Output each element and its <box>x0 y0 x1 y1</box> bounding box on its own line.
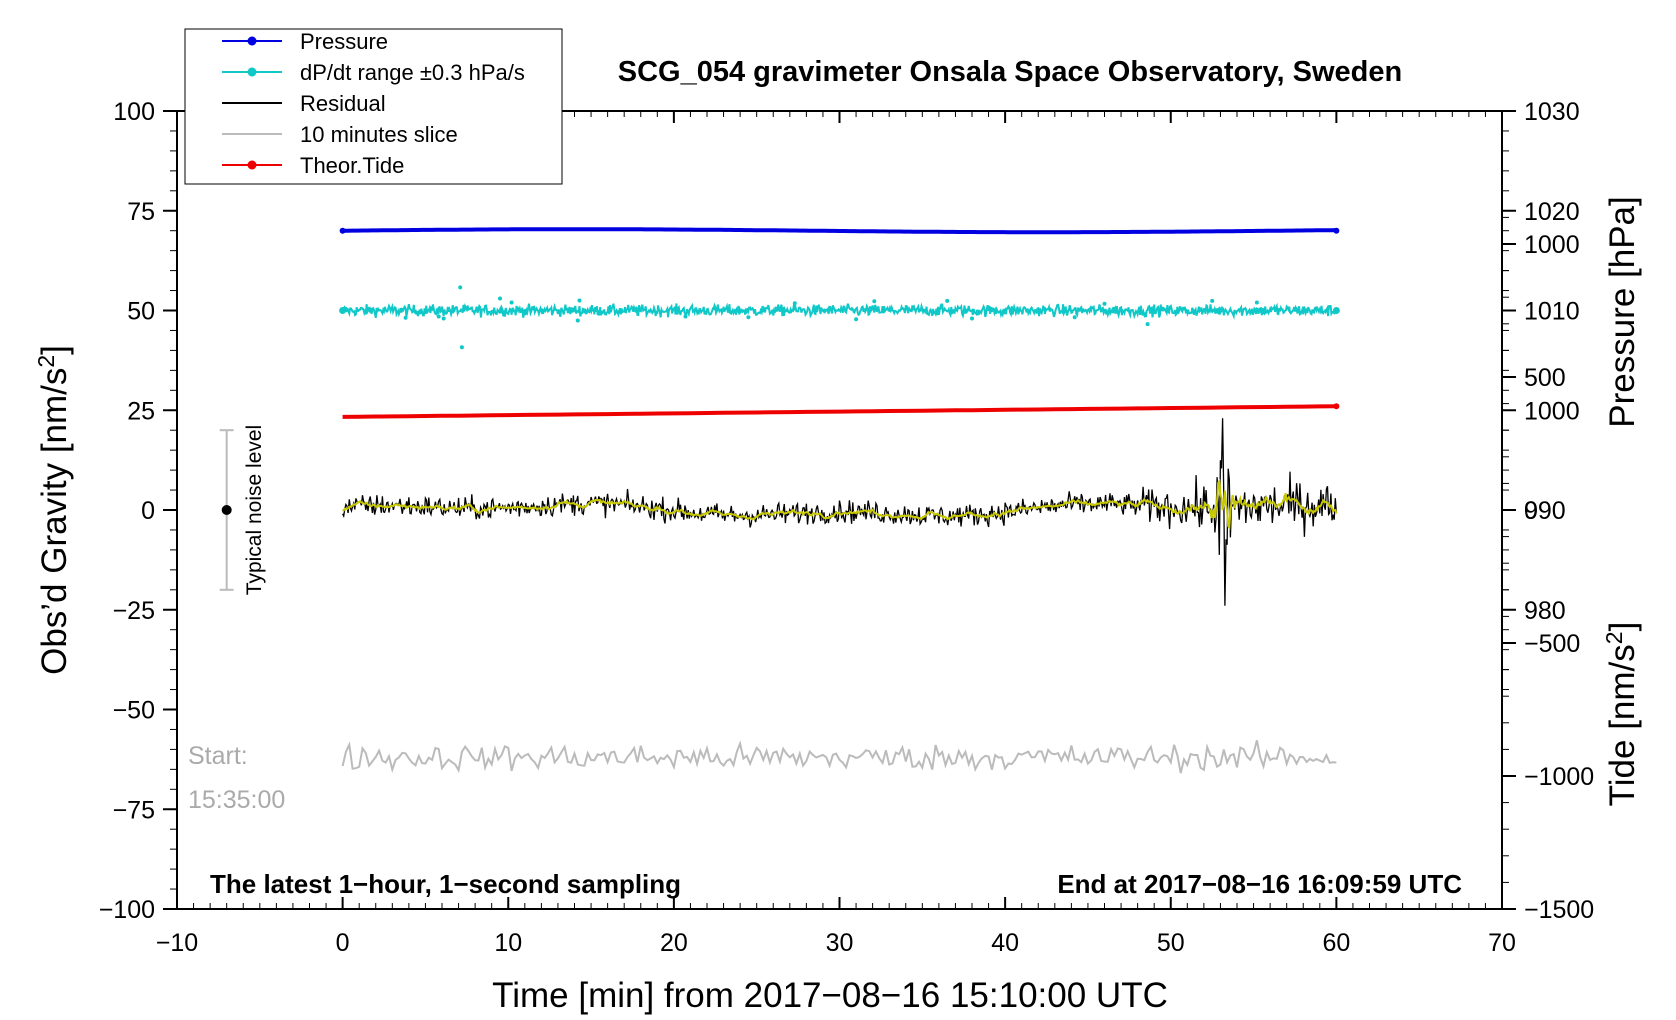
tide-line <box>342 404 1337 419</box>
x-tick-label: 40 <box>991 929 1019 957</box>
x-tick-label: 50 <box>1157 929 1185 957</box>
dpdt-outlier <box>970 316 974 321</box>
tide-tick-label: 0 <box>1524 497 1538 525</box>
footer-right-text: End at 2017−08−16 16:09:59 UTC <box>1057 869 1462 899</box>
dpdt-outlier <box>577 298 582 303</box>
y-axis-label-tide-main: Tide [nm/s <box>1603 644 1642 806</box>
x-tick-label: 70 <box>1488 929 1516 957</box>
y-axis-label-left: Obs’d Gravity [nm/s2] <box>33 345 74 675</box>
pressure-tick-label: 1030 <box>1524 98 1580 126</box>
tide-tick-label: −1500 <box>1524 896 1594 924</box>
pressure-tick-label: 1000 <box>1524 397 1580 425</box>
start-label: Start: <box>188 742 248 770</box>
y-axis-tide: 1000 500 0 −500 −1000 −1500 <box>1502 216 1594 924</box>
residual-line <box>342 418 1338 606</box>
x-tick-label: 10 <box>494 929 522 957</box>
dpdt-outlier <box>792 301 797 306</box>
y-tick-label: −100 <box>99 896 155 924</box>
y-axis-left: 100 75 50 25 0 −25 −50 −75 −100 <box>99 98 177 924</box>
dpdt-outlier <box>683 314 688 319</box>
y-axis-label-tide-end: ] <box>1603 622 1642 632</box>
dpdt-outlier <box>441 316 446 321</box>
dpdt-outlier <box>575 318 580 323</box>
y-axis-label-pressure: Pressure [hPa] <box>1603 196 1642 428</box>
y-axis-label-tide-sup: 2 <box>1601 631 1627 644</box>
x-tick-label: 20 <box>660 929 688 957</box>
dpdt-outlier <box>872 299 877 304</box>
x-tick-label: −10 <box>156 929 198 957</box>
dpdt-outlier <box>1254 300 1259 305</box>
tide-tick-label: −500 <box>1524 630 1580 658</box>
pressure-tick-label: 1020 <box>1524 198 1580 226</box>
dpdt-outlier <box>498 296 502 301</box>
legend: Pressure dP/dt range ±0.3 hPa/s Residual 10… <box>184 28 563 185</box>
noise-center-dot <box>221 505 232 515</box>
pressure-end-point <box>1333 227 1340 234</box>
dpdt-start-point <box>339 307 347 314</box>
start-time-label: 15:35:00 <box>188 786 285 814</box>
tide-tick-label: 500 <box>1524 364 1566 392</box>
tide-tick-label: −1000 <box>1524 763 1594 791</box>
dpdt-outlier <box>436 314 441 319</box>
y-tick-label: 50 <box>127 298 155 326</box>
legend-label: Theor.Tide <box>300 153 404 178</box>
y-axis-label-tide: Tide [nm/s2] <box>1601 622 1642 807</box>
y-axis-label-left-sup: 2 <box>33 355 59 368</box>
noise-level-label: Typical noise level <box>243 425 266 595</box>
dpdt-outlier <box>403 315 408 320</box>
y-tick-label: 75 <box>127 198 155 226</box>
y-tick-label: 25 <box>127 397 155 425</box>
dpdt-outlier <box>458 285 463 290</box>
pressure-line <box>342 227 1337 235</box>
dpdt-outlier <box>1102 301 1107 306</box>
dpdt-outlier <box>509 300 514 305</box>
pressure-start-point <box>339 227 346 234</box>
slice-line <box>341 740 1337 774</box>
legend-label: 10 minutes slice <box>300 122 458 147</box>
series-layer <box>339 227 1340 774</box>
dpdt-outlier <box>746 315 751 320</box>
y-axis-label-left-end: ] <box>35 345 74 355</box>
y-axis-label-left-main: Obs’d Gravity [nm/s <box>35 368 74 675</box>
legend-label: dP/dt range ±0.3 hPa/s <box>300 60 525 85</box>
y-tick-label: 0 <box>141 497 155 525</box>
dpdt-outlier <box>854 317 859 322</box>
pressure-tick-label: 1010 <box>1524 298 1580 326</box>
legend-label: Pressure <box>300 29 388 54</box>
y-tick-label: −25 <box>113 597 155 625</box>
y-tick-label: 100 <box>113 98 155 126</box>
x-tick-label: 60 <box>1322 929 1350 957</box>
tide-tick-label: 1000 <box>1524 231 1580 259</box>
dpdt-band <box>341 302 1338 320</box>
x-axis: −10 0 10 20 30 40 50 60 70 <box>156 111 1516 957</box>
dpdt-outlier <box>1210 298 1215 303</box>
y-tick-label: −75 <box>113 796 155 824</box>
x-tick-label: 30 <box>826 929 854 957</box>
chart-title: SCG_054 gravimeter Onsala Space Observat… <box>618 56 1402 88</box>
x-tick-label: 0 <box>336 929 350 957</box>
dpdt-end-point <box>1332 307 1340 314</box>
dpdt-outlier <box>459 345 464 350</box>
dpdt-outlier <box>1145 322 1150 327</box>
pressure-tick-label: 990 <box>1524 497 1566 525</box>
tide-end-point <box>1333 403 1340 410</box>
legend-marker <box>247 160 257 170</box>
dpdt-outlier <box>1072 315 1077 320</box>
y-tick-label: −50 <box>113 697 155 725</box>
y-axis-pressure: 1030 1020 1010 1000 990 980 <box>1502 98 1580 691</box>
legend-marker <box>247 36 257 46</box>
legend-marker <box>247 67 257 77</box>
residual-smoothed-line <box>342 478 1338 531</box>
footer-left-text: The latest 1−hour, 1−second sampling <box>210 869 681 899</box>
legend-box <box>184 28 563 185</box>
legend-label: Residual <box>300 91 386 116</box>
x-axis-label: Time [min] from 2017−08−16 15:10:00 UTC <box>492 976 1168 1015</box>
dpdt-outlier <box>945 298 950 303</box>
noise-level-indicator: Typical noise level <box>219 425 266 595</box>
pressure-tick-label: 980 <box>1524 597 1566 625</box>
